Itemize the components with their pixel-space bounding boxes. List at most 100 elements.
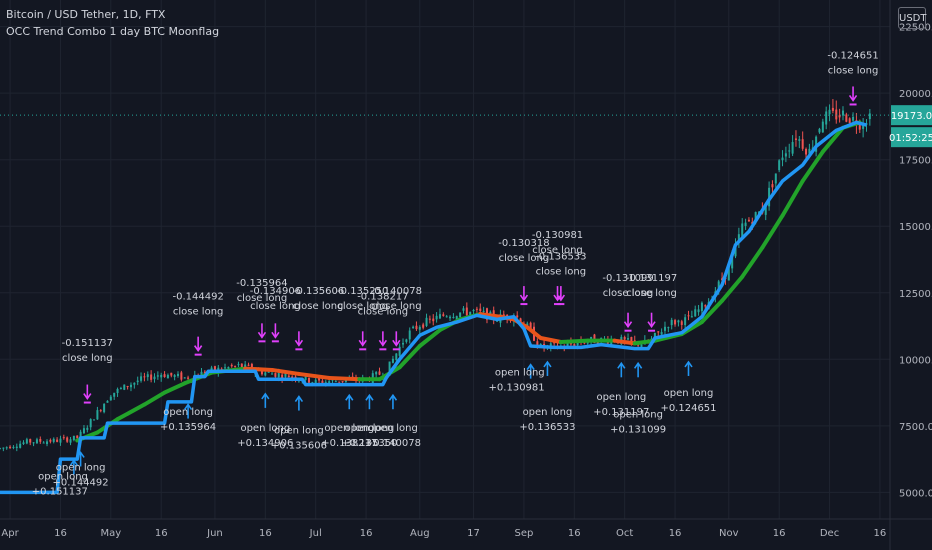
- candle-body: [224, 367, 227, 369]
- candle-body: [583, 342, 586, 344]
- candle-body: [281, 374, 284, 379]
- signal-arrow-head: [848, 95, 858, 102]
- signal-label: open long: [56, 462, 106, 473]
- slow-trend-segment: [760, 213, 785, 250]
- candle-body: [284, 373, 287, 377]
- candle-body: [5, 447, 8, 449]
- signal-arrow-head: [183, 403, 193, 411]
- candle-body: [764, 204, 767, 215]
- candle-body: [106, 400, 109, 403]
- x-tick-label: Jul: [309, 528, 322, 539]
- candle-body: [788, 150, 791, 152]
- signal-label: open long: [38, 472, 88, 483]
- candle-body: [482, 310, 485, 312]
- candle-body: [203, 371, 206, 375]
- candle-body: [388, 361, 391, 376]
- candle-body: [82, 428, 85, 434]
- signal-arrow-head: [392, 339, 401, 347]
- candle-body: [774, 173, 777, 184]
- candle-body: [422, 324, 425, 328]
- candle-body: [304, 376, 307, 380]
- candle-body: [344, 379, 347, 382]
- signal-arrow-head: [294, 395, 304, 403]
- candle-body: [657, 331, 660, 333]
- signal-label: open long: [613, 410, 663, 421]
- signal-label: -0.130318: [498, 238, 549, 249]
- signal-arrow-head: [388, 393, 398, 401]
- candle-body: [35, 439, 38, 444]
- candle-body: [56, 439, 59, 442]
- signal-label: -0.131099: [602, 273, 653, 284]
- candle-body: [129, 384, 132, 388]
- candle-body: [264, 372, 267, 376]
- y-tick-label: 10000.0: [899, 355, 932, 366]
- candle-body: [15, 446, 18, 448]
- candle-body: [449, 316, 452, 319]
- open-long-signal: open long +0.131099: [610, 361, 666, 436]
- y-tick-label: 5000.0: [899, 488, 932, 499]
- candle-body: [590, 336, 593, 341]
- signal-label: -0.124651: [827, 51, 878, 62]
- open-long-signal: open long +0.151137: [32, 459, 88, 498]
- candle-body: [240, 363, 243, 368]
- candle-body: [66, 437, 69, 442]
- candle-body: [0, 448, 2, 450]
- slow-trend-segment: [417, 328, 442, 348]
- signal-label: close long: [536, 267, 587, 278]
- candle-body: [46, 441, 49, 445]
- close-long-signal: -0.134906 close long: [250, 286, 301, 343]
- candle-body: [808, 148, 811, 154]
- candle-body: [700, 302, 703, 312]
- fast-trend-line: [0, 120, 867, 495]
- slow-trend-segment: [478, 312, 503, 319]
- candle-body: [59, 438, 62, 443]
- currency-selector[interactable]: USDT: [898, 7, 926, 29]
- candle-body: [116, 388, 119, 394]
- candle-body: [432, 318, 435, 322]
- signal-arrow-head: [294, 339, 304, 347]
- candle-body: [176, 373, 180, 376]
- signal-label: open long: [523, 407, 573, 418]
- grid: [0, 0, 890, 519]
- signal-label: open long: [368, 423, 418, 434]
- candle-body: [469, 311, 472, 317]
- candle-body: [331, 379, 334, 381]
- signal-label: open long: [324, 423, 374, 434]
- candle-body: [848, 118, 851, 124]
- candle-body: [516, 315, 519, 318]
- close-long-signal: -0.135606 close long: [293, 286, 344, 351]
- signal-arrow-head: [623, 321, 633, 329]
- candle-body: [213, 366, 216, 371]
- candle-body: [402, 342, 405, 345]
- candle-body: [479, 308, 482, 312]
- candle-body: [230, 364, 233, 367]
- x-tick-label: Aug: [410, 528, 430, 539]
- candle-body: [260, 370, 263, 375]
- candle-body: [623, 337, 626, 340]
- candle-body: [415, 325, 418, 330]
- signal-label: -0.140078: [371, 286, 422, 297]
- candle-body: [12, 446, 15, 448]
- signal-label: +0.140078: [365, 438, 421, 449]
- candle-body: [791, 142, 794, 154]
- candle-body: [727, 266, 730, 281]
- signal-arrow-head: [76, 451, 85, 458]
- candle-body: [677, 320, 680, 323]
- signal-label: open long: [345, 423, 395, 434]
- x-tick-label: 16: [54, 528, 67, 539]
- x-tick-label: 16: [259, 528, 272, 539]
- candle-body: [126, 385, 129, 387]
- candle-body: [140, 376, 143, 381]
- candle-body: [680, 321, 683, 325]
- slow-trend-segment: [270, 367, 301, 376]
- candle-body: [32, 442, 35, 444]
- candle-body: [113, 392, 116, 397]
- signal-arrow-head: [553, 294, 562, 302]
- signal-label: open long: [163, 407, 213, 418]
- candle-body: [845, 114, 848, 122]
- candle-body: [731, 255, 734, 269]
- candle-body: [150, 374, 153, 380]
- candle-body: [49, 439, 52, 442]
- y-tick-label: 15000.0: [899, 222, 932, 233]
